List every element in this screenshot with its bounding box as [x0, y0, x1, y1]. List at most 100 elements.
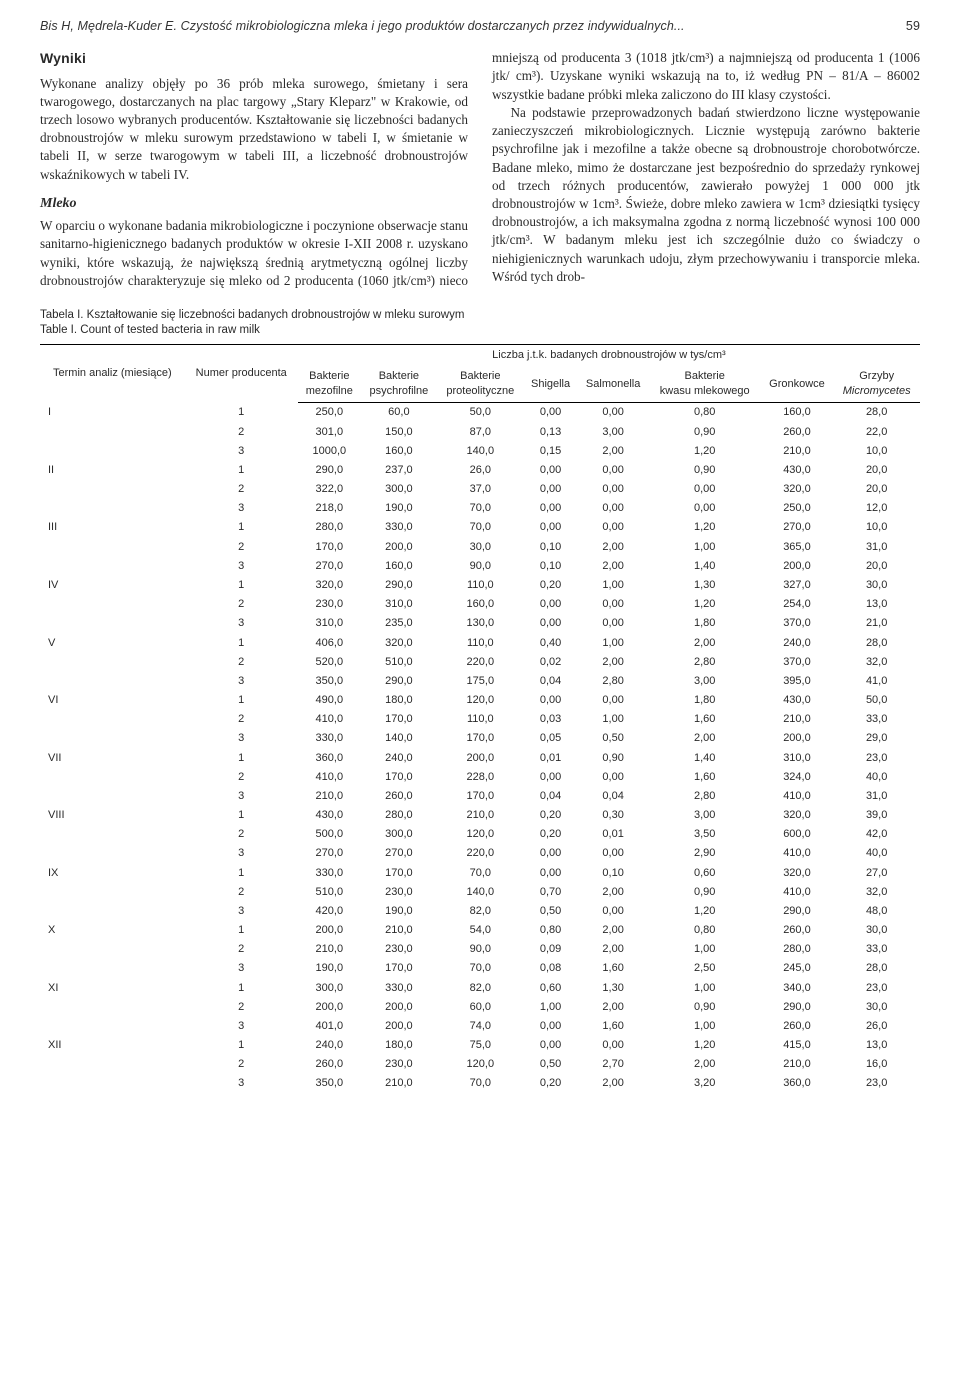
table-cell: 2: [185, 480, 298, 499]
table-cell: 16,0: [833, 1055, 920, 1074]
table-cell: 280,0: [761, 940, 834, 959]
table-cell: 2,00: [577, 557, 648, 576]
table-row: 2230,0310,0160,00,000,001,20254,013,0: [40, 595, 920, 614]
table-row: II1290,0237,026,00,000,000,90430,020,0: [40, 461, 920, 480]
table-cell: 200,0: [761, 729, 834, 748]
table-cell: 10,0: [833, 442, 920, 461]
table-cell: 170,0: [361, 864, 437, 883]
table-cell: 82,0: [437, 979, 524, 998]
table-cell: 0,50: [524, 902, 578, 921]
table-cell: 3,00: [649, 806, 761, 825]
table-cell: [40, 653, 185, 672]
table-cell: 218,0: [298, 499, 361, 518]
table-cell: 140,0: [437, 883, 524, 902]
table-cell: 370,0: [761, 653, 834, 672]
table-cell: 322,0: [298, 480, 361, 499]
table-cell: 0,00: [577, 518, 648, 537]
table-cell: 0,00: [577, 844, 648, 863]
table-cell: 270,0: [761, 518, 834, 537]
table-cell: 310,0: [298, 614, 361, 633]
table-cell: 1,20: [649, 1036, 761, 1055]
table-cell: 0,00: [524, 691, 578, 710]
table-cell: 240,0: [298, 1036, 361, 1055]
table-cell: 3: [185, 614, 298, 633]
table-cell: 2,00: [577, 940, 648, 959]
table-cell: 270,0: [298, 557, 361, 576]
table-row: I1250,060,050,00,000,000,80160,028,0: [40, 403, 920, 423]
table-cell: 2: [185, 768, 298, 787]
table-cell: 0,00: [524, 595, 578, 614]
table-row: XI1300,0330,082,00,601,301,00340,023,0: [40, 979, 920, 998]
table-cell: 2,80: [649, 787, 761, 806]
table-cell: 160,0: [437, 595, 524, 614]
table-cell: 1,00: [577, 634, 648, 653]
table-cell: 220,0: [437, 653, 524, 672]
table-cell: 200,0: [361, 998, 437, 1017]
table-cell: 0,15: [524, 442, 578, 461]
table-cell: 180,0: [361, 1036, 437, 1055]
table-cell: 0,80: [649, 403, 761, 423]
table-cell: 87,0: [437, 423, 524, 442]
table-cell: 0,00: [577, 614, 648, 633]
table-row: 2170,0200,030,00,102,001,00365,031,0: [40, 538, 920, 557]
table-row: 2410,0170,0228,00,000,001,60324,040,0: [40, 768, 920, 787]
table-cell: 0,09: [524, 940, 578, 959]
table-cell: 0,10: [524, 538, 578, 557]
table-cell: 1,00: [649, 979, 761, 998]
table-cell: [40, 595, 185, 614]
table-cell: 0,00: [577, 461, 648, 480]
table-cell: 1: [185, 691, 298, 710]
table-cell: 190,0: [298, 959, 361, 978]
table-cell: 430,0: [761, 691, 834, 710]
table-cell: 170,0: [437, 729, 524, 748]
table-cell: 2,80: [577, 672, 648, 691]
table-cell: 1,20: [649, 442, 761, 461]
table-cell: 1: [185, 864, 298, 883]
table-cell: 0,00: [577, 768, 648, 787]
table-cell: 2,00: [577, 883, 648, 902]
table-cell: 1: [185, 979, 298, 998]
table-cell: 410,0: [761, 844, 834, 863]
table-cell: 13,0: [833, 595, 920, 614]
table-cell: 26,0: [833, 1017, 920, 1036]
table-cell: 210,0: [761, 1055, 834, 1074]
table-cell: 3: [185, 844, 298, 863]
table-row: 3210,0260,0170,00,040,042,80410,031,0: [40, 787, 920, 806]
table-cell: 0,04: [524, 672, 578, 691]
table-cell: 200,0: [361, 1017, 437, 1036]
table-cell: 370,0: [761, 614, 834, 633]
table-cell: 245,0: [761, 959, 834, 978]
table-cell: 300,0: [298, 979, 361, 998]
table-cell: 1: [185, 461, 298, 480]
table-caption-pl: Tabela I. Kształtowanie się liczebności …: [40, 309, 464, 321]
table-cell: 320,0: [298, 576, 361, 595]
table-cell: 0,60: [649, 864, 761, 883]
table-cell: 2,00: [577, 998, 648, 1017]
table-cell: 1,60: [649, 710, 761, 729]
table-cell: 270,0: [361, 844, 437, 863]
table-cell: [40, 480, 185, 499]
table-cell: 410,0: [761, 883, 834, 902]
table-cell: 0,00: [577, 403, 648, 423]
col-header: Bakterieproteolityczne: [437, 366, 524, 403]
table-cell: 42,0: [833, 825, 920, 844]
table-cell: 110,0: [437, 710, 524, 729]
table-cell: 160,0: [761, 403, 834, 423]
table-cell: 301,0: [298, 423, 361, 442]
table-cell: 70,0: [437, 499, 524, 518]
table-cell: 40,0: [833, 844, 920, 863]
table-cell: [40, 787, 185, 806]
col-header: Shigella: [524, 366, 578, 403]
table-cell: 1: [185, 518, 298, 537]
table-cell: 250,0: [298, 403, 361, 423]
table-cell: 1000,0: [298, 442, 361, 461]
table-cell: 327,0: [761, 576, 834, 595]
table-cell: 0,50: [524, 1055, 578, 1074]
table-cell: 33,0: [833, 940, 920, 959]
table-cell: [40, 883, 185, 902]
results-heading: Wyniki: [40, 49, 468, 68]
table-cell: 2: [185, 595, 298, 614]
table-cell: [40, 844, 185, 863]
table-cell: 29,0: [833, 729, 920, 748]
table-cell: 260,0: [761, 921, 834, 940]
